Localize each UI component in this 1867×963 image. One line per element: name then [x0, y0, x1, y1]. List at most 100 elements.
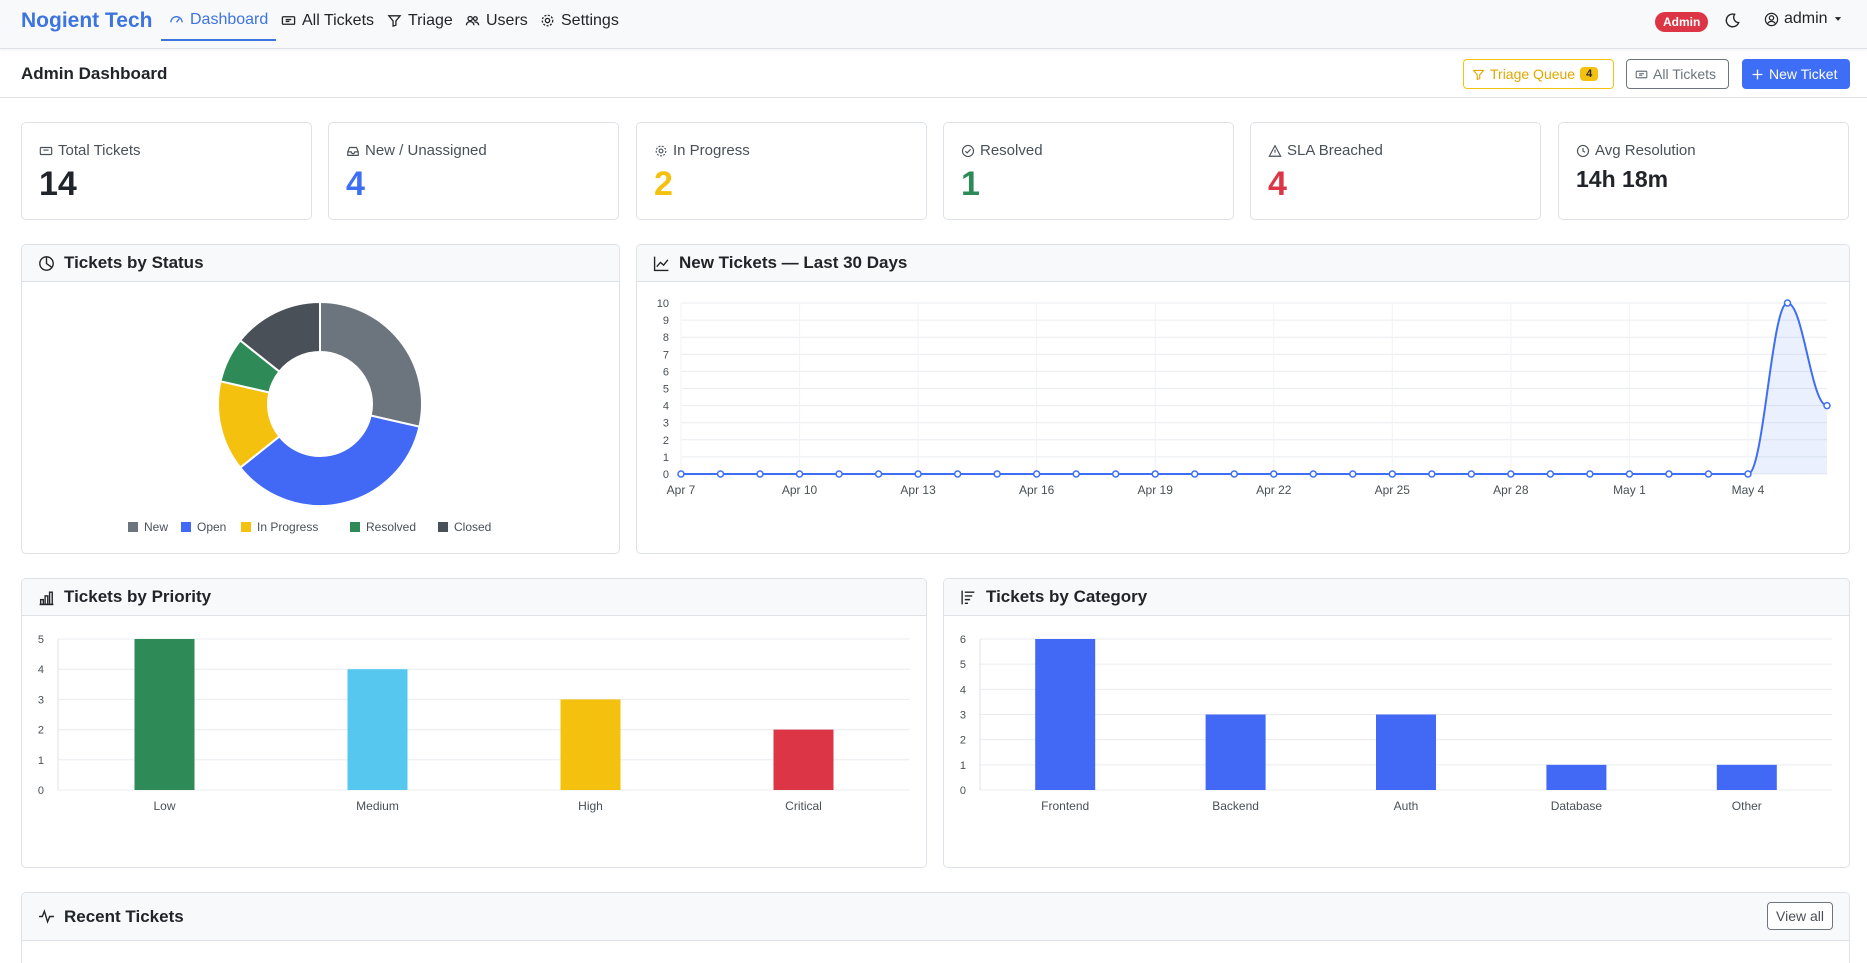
data-point — [1230, 470, 1238, 478]
pie-slice — [319, 300, 423, 428]
y-tick-label: 1 — [960, 760, 966, 772]
stat-value: 2 — [654, 165, 673, 203]
y-tick-label: 0 — [960, 785, 966, 797]
nav-triage-label: Triage — [408, 11, 453, 29]
data-point — [1586, 470, 1594, 478]
y-tick-label: 2 — [960, 735, 966, 747]
y-tick-label: 4 — [663, 401, 669, 413]
bar — [347, 669, 408, 790]
x-tick-label: Apr 25 — [1375, 483, 1411, 497]
data-point — [1744, 470, 1752, 478]
x-tick-label: May 4 — [1732, 483, 1765, 497]
funnel-icon — [1472, 69, 1485, 80]
user-menu[interactable]: admin — [1764, 10, 1843, 28]
stat-label: In Progress — [673, 142, 750, 159]
bar — [773, 729, 834, 790]
legend-swatch — [128, 522, 138, 532]
moon-icon[interactable] — [1724, 12, 1741, 29]
triage-count-badge: 4 — [1580, 67, 1599, 81]
page-title: Admin Dashboard — [21, 64, 168, 83]
warning-triangle-icon — [1268, 144, 1282, 157]
panel-title: Tickets by Status — [64, 253, 204, 272]
stat-card-sla-breached: SLA Breached 4 — [1250, 122, 1541, 220]
data-point — [756, 470, 764, 478]
recent-tickets-panel: Recent Tickets View all — [21, 892, 1850, 963]
trend-line-chart: 0 1 2 3 4 5 6 7 8 9 10 Apr 7 Apr 10 Apr 13 Apr 16 Apr 1… — [657, 298, 1831, 497]
stat-label: Total Tickets — [58, 142, 141, 159]
data-point — [1151, 470, 1159, 478]
role-badge: Admin — [1655, 12, 1709, 32]
all-tickets-button[interactable]: All Tickets — [1626, 59, 1729, 89]
bar — [1546, 764, 1607, 790]
data-point — [1270, 470, 1278, 478]
x-tick-label: Apr 7 — [667, 483, 696, 497]
panel-header: Tickets by Priority — [22, 579, 926, 616]
y-tick-label: 6 — [960, 634, 966, 646]
people-icon — [465, 15, 480, 26]
user-circle-icon — [1764, 12, 1779, 26]
x-tick-label: Backend — [1212, 799, 1259, 813]
x-tick-label: Low — [153, 799, 175, 813]
stat-value: 14 — [39, 165, 77, 203]
data-point — [1507, 470, 1515, 478]
data-point — [953, 470, 962, 478]
stat-value: 4 — [1268, 165, 1287, 203]
stat-card-avg-resolution: Avg Resolution 14h 18m — [1558, 122, 1849, 220]
trend-chart-panel: New Tickets — Last 30 Days 0 1 2 3 4 5 6 7 8 9 10 A… — [636, 244, 1850, 554]
panel-title: New Tickets — Last 30 Days — [679, 253, 908, 272]
category-bar-chart: 0 1 2 3 4 5 6 Frontend Backend Auth Database Other — [960, 634, 1832, 813]
stat-value: 14h 18m — [1576, 166, 1669, 192]
y-tick-label: 2 — [38, 725, 44, 737]
plus-icon — [1752, 69, 1763, 79]
triage-queue-button[interactable]: Triage Queue 4 — [1463, 59, 1614, 89]
bar — [1035, 639, 1096, 790]
nav-triage[interactable]: Triage — [387, 0, 453, 41]
y-tick-label: 4 — [38, 664, 44, 676]
legend-swatch — [350, 522, 360, 532]
nav-dashboard[interactable]: Dashboard — [161, 0, 277, 41]
y-tick-label: 9 — [663, 315, 669, 327]
gear-icon — [541, 14, 554, 27]
stat-value: 4 — [346, 165, 365, 203]
legend-swatch — [241, 522, 251, 532]
gear-icon — [655, 145, 667, 156]
data-point — [1428, 470, 1436, 478]
panel-header: Tickets by Category — [944, 579, 1849, 616]
nav-settings-label: Settings — [561, 11, 619, 29]
panel-title: Tickets by Priority — [64, 587, 212, 606]
nav-dashboard-label: Dashboard — [190, 10, 269, 28]
y-tick-label: 5 — [38, 634, 44, 646]
bar — [134, 639, 195, 790]
ticket-icon — [39, 146, 53, 155]
all-tickets-label: All Tickets — [1653, 66, 1717, 82]
speedometer-icon — [170, 16, 183, 23]
nav-all-tickets-label: All Tickets — [302, 11, 375, 29]
funnel-icon — [387, 15, 402, 28]
page-header: Admin Dashboard — [0, 50, 1867, 98]
nav-users[interactable]: Users — [465, 0, 528, 41]
legend-label: In Progress — [257, 520, 318, 534]
new-ticket-button[interactable]: New Ticket — [1742, 59, 1850, 89]
data-point — [835, 470, 843, 478]
data-point — [1704, 470, 1713, 478]
stat-card-resolved: Resolved 1 — [943, 122, 1234, 220]
legend-label: New — [144, 520, 168, 534]
y-tick-label: 3 — [663, 418, 669, 430]
nav-all-tickets[interactable]: All Tickets — [281, 0, 374, 41]
y-tick-label: 7 — [663, 349, 669, 361]
bar — [560, 699, 621, 790]
data-point — [1388, 470, 1397, 478]
brand-logo[interactable]: Nogient Tech — [21, 9, 153, 32]
data-point — [914, 470, 922, 478]
data-point — [874, 470, 883, 478]
y-tick-label: 0 — [663, 469, 669, 481]
panel-header: Tickets by Status — [22, 245, 619, 282]
nav-settings[interactable]: Settings — [540, 0, 619, 41]
caret-down-icon — [1834, 17, 1841, 21]
y-tick-label: 8 — [663, 332, 669, 344]
data-point — [1111, 470, 1120, 478]
x-tick-label: Auth — [1394, 799, 1419, 813]
y-tick-label: 6 — [663, 366, 669, 378]
view-all-button[interactable]: View all — [1767, 902, 1833, 930]
data-point — [1665, 470, 1673, 478]
